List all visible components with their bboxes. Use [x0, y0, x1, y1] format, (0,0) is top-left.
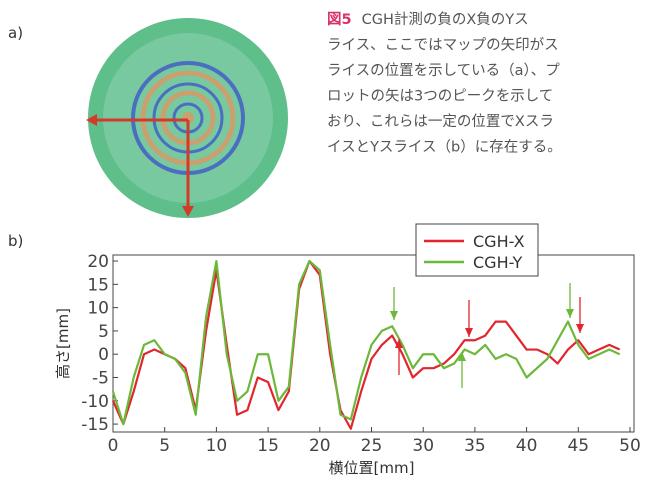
y-tick-label: -10 — [81, 392, 109, 412]
caption-line: ライス、ここではマップの矢印がス — [327, 37, 559, 54]
x-tick-label: 30 — [412, 436, 434, 456]
y-tick-label: 15 — [87, 275, 109, 295]
y-tick-label: 5 — [98, 322, 109, 342]
caption-line: 図5 CGH計測の負のX負のYス — [327, 11, 529, 28]
caption-line: イスとYスライス（b）に存在する。 — [327, 139, 562, 156]
caption-line: ロットの矢は3つのピークを示して — [327, 88, 553, 105]
data-line — [113, 261, 620, 429]
y-tick-label: 10 — [87, 299, 109, 319]
arrow-head — [390, 311, 398, 320]
caption-text: CGH計測の負のX負のYス — [362, 11, 529, 28]
y-tick-label: 0 — [98, 345, 109, 365]
x-tick-label: 25 — [361, 436, 383, 456]
data-line — [113, 261, 620, 424]
x-tick-label: 40 — [516, 436, 538, 456]
arrow-head — [465, 328, 473, 337]
x-tick-label: 15 — [257, 436, 279, 456]
figure-label: 図5 — [327, 11, 352, 28]
x-axis-label: 横位置[mm] — [329, 459, 415, 477]
x-tick-label: 35 — [464, 436, 486, 456]
legend-label: CGH-Y — [473, 253, 522, 272]
x-tick-label: 5 — [159, 436, 170, 456]
panel-label: a) — [8, 24, 23, 42]
y-tick-label: 20 — [87, 252, 109, 272]
arrow-head — [566, 309, 574, 318]
map-image — [86, 18, 288, 218]
x-tick-label: 50 — [619, 436, 641, 456]
arrow-head — [576, 324, 584, 333]
caption-line: ライスの位置を示している（a）、プ — [327, 62, 560, 79]
x-tick-label: 45 — [567, 436, 589, 456]
x-tick-label: 0 — [108, 436, 119, 456]
y-tick-label: -15 — [81, 415, 109, 435]
caption: 図5 CGH計測の負のX負のYスライス、ここではマップの矢印がスライスの位置を示し… — [327, 11, 562, 156]
legend-label: CGH-X — [473, 232, 525, 251]
y-tick-label: -5 — [92, 369, 109, 389]
panel-label: b) — [8, 232, 23, 250]
caption-line: おり、これらは一定の位置でXスラ — [327, 113, 554, 130]
figure: a) 図5 CGH計測の負のX負のYスライス、ここではマップの矢印がスライスの位置… — [0, 0, 650, 480]
x-tick-label: 20 — [309, 436, 331, 456]
x-tick-label: 10 — [206, 436, 228, 456]
y-axis-label: 高さ[mm] — [54, 308, 72, 379]
